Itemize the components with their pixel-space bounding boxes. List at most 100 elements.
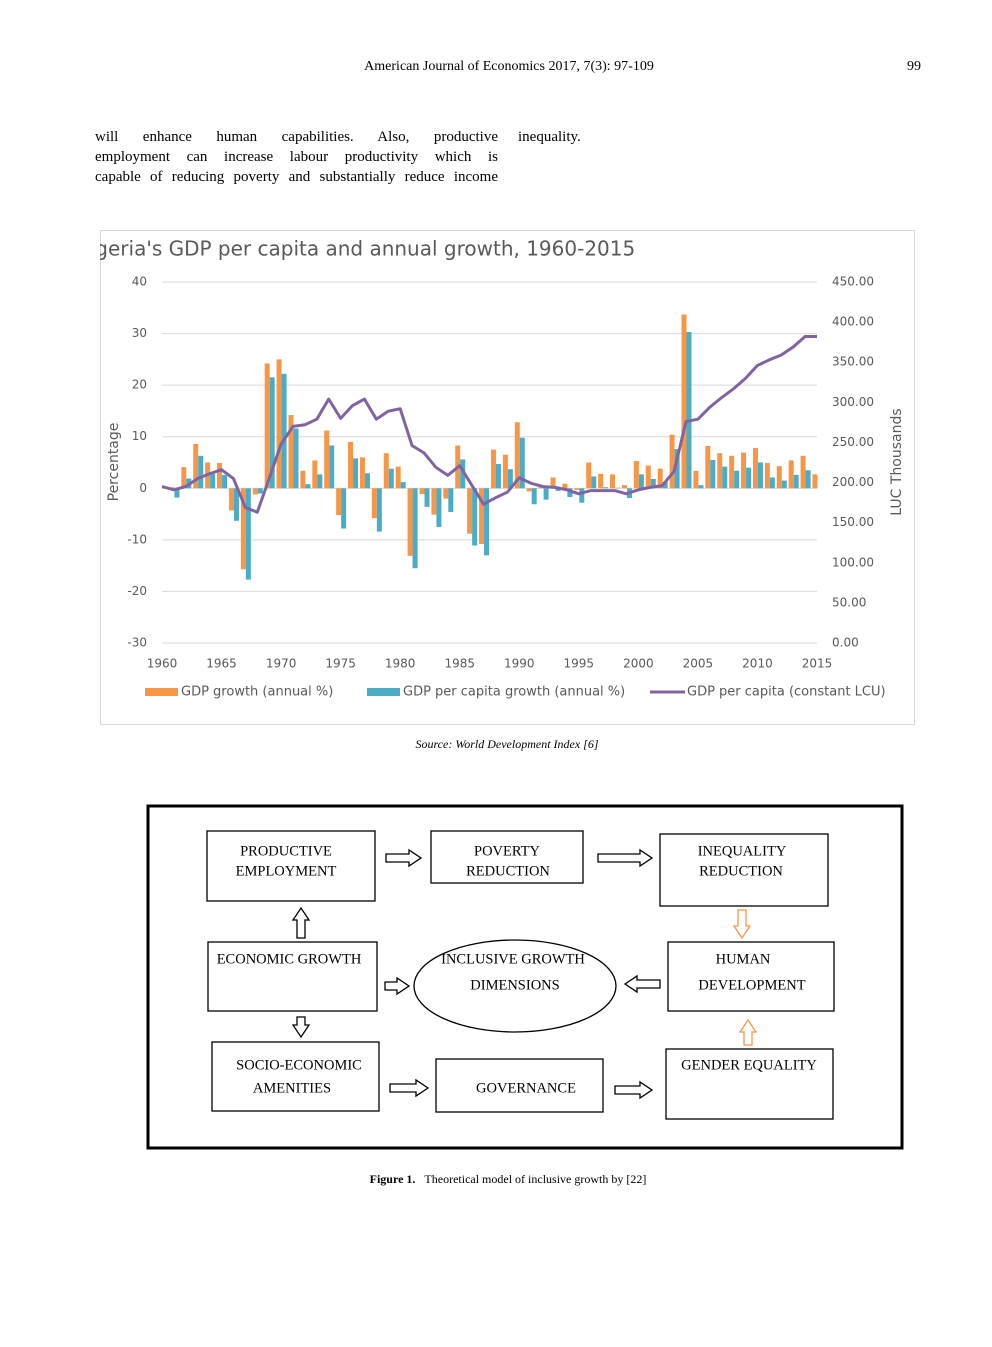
bar — [329, 445, 335, 489]
bar — [490, 449, 496, 489]
bar — [312, 460, 318, 489]
bar — [638, 474, 644, 489]
bar — [681, 314, 687, 489]
y2-tick-label: 200.00 — [832, 475, 874, 489]
bar — [757, 462, 763, 489]
bar — [669, 434, 675, 489]
legend-label: GDP growth (annual %) — [181, 685, 333, 700]
bar — [579, 488, 585, 503]
bar — [264, 363, 270, 489]
arrow — [385, 848, 423, 868]
x-tick-label: 2000 — [623, 657, 654, 671]
bar — [781, 480, 787, 489]
running-header: American Journal of Economics 2017, 7(3)… — [364, 59, 654, 74]
bar — [621, 485, 627, 489]
x-tick-label: 2015 — [802, 657, 833, 671]
text-line: capable of reducing poverty and substant… — [95, 169, 498, 185]
y2-tick-label: 0.00 — [832, 636, 859, 650]
bar — [336, 488, 342, 516]
bar — [686, 332, 692, 489]
node-box — [207, 941, 378, 1012]
y-tick-label: 40 — [132, 275, 147, 289]
bar — [674, 449, 680, 489]
bar — [531, 488, 537, 505]
x-tick-label: 1990 — [504, 657, 535, 671]
bar — [300, 470, 306, 489]
bar — [555, 488, 561, 491]
arrow — [738, 1018, 758, 1046]
bar — [198, 455, 204, 489]
bar — [519, 437, 525, 489]
bar — [288, 415, 294, 489]
bar — [222, 474, 228, 489]
bar — [240, 488, 246, 570]
arrow — [291, 1016, 311, 1039]
bar — [348, 441, 354, 489]
bar — [388, 468, 394, 489]
bar — [705, 445, 711, 489]
x-tick-label: 1965 — [206, 657, 237, 671]
node-box — [211, 1041, 380, 1112]
y-tick-label: 10 — [132, 429, 147, 443]
bar — [502, 454, 508, 489]
bar — [769, 477, 775, 489]
x-tick-label: 1995 — [564, 657, 595, 671]
arrow — [384, 976, 411, 996]
bar — [400, 482, 406, 489]
bar — [376, 488, 382, 532]
bar — [526, 488, 532, 492]
bar — [788, 460, 794, 489]
node-label: EMPLOYMENT — [236, 863, 337, 879]
bar — [364, 473, 370, 489]
node-ellipse — [413, 939, 617, 1033]
chart-source: Source: World Development Index [6] — [415, 737, 599, 751]
bar — [276, 359, 282, 489]
x-tick-label: 2010 — [742, 657, 773, 671]
y2-tick-label: 50.00 — [832, 595, 866, 609]
node-label: DEVELOPMENT — [698, 977, 805, 993]
figure-label: Figure 1. — [369, 1172, 416, 1186]
bar — [746, 467, 752, 489]
y-axis-label: Percentage — [106, 423, 122, 502]
bar — [591, 476, 597, 489]
bar — [741, 452, 747, 489]
bar — [507, 469, 513, 489]
bar — [645, 465, 651, 489]
node-box — [430, 830, 584, 884]
x-tick-label: 1970 — [266, 657, 297, 671]
bar — [752, 448, 758, 489]
node-label: HUMAN — [716, 951, 771, 967]
bar — [603, 487, 609, 489]
node-label: GOVERNANCE — [476, 1080, 576, 1096]
y2-tick-label: 450.00 — [832, 275, 874, 289]
y2-tick-label: 350.00 — [832, 355, 874, 369]
bar — [657, 468, 663, 489]
legend-swatch — [145, 688, 178, 696]
arrow — [623, 974, 661, 994]
bar — [324, 430, 330, 489]
bar — [586, 462, 592, 489]
y2-axis-label: LUC Thousands — [889, 408, 905, 515]
bar — [479, 488, 485, 544]
y-tick-label: -10 — [127, 532, 147, 546]
bar — [407, 488, 413, 556]
bar — [174, 488, 180, 498]
bar — [729, 455, 735, 489]
bar — [371, 488, 377, 519]
text-line: will enhance human capabilities. Also, p… — [95, 129, 498, 145]
bar — [550, 477, 556, 489]
node-label: SOCIO-ECONOMIC — [236, 1057, 362, 1073]
diagram: PRODUCTIVE EMPLOYMENT POVERTY REDUCTION … — [146, 804, 904, 1150]
node-label: ECONOMIC GROWTH — [217, 951, 362, 967]
x-tick-label: 2005 — [683, 657, 714, 671]
bar — [472, 488, 478, 546]
x-tick-label: 1980 — [385, 657, 416, 671]
bar — [341, 488, 347, 529]
y-tick-label: -20 — [127, 584, 147, 598]
bar — [650, 479, 656, 489]
bar — [722, 466, 728, 489]
bar — [252, 488, 258, 495]
bar — [217, 463, 223, 489]
bar — [193, 443, 199, 489]
bar — [615, 487, 621, 489]
